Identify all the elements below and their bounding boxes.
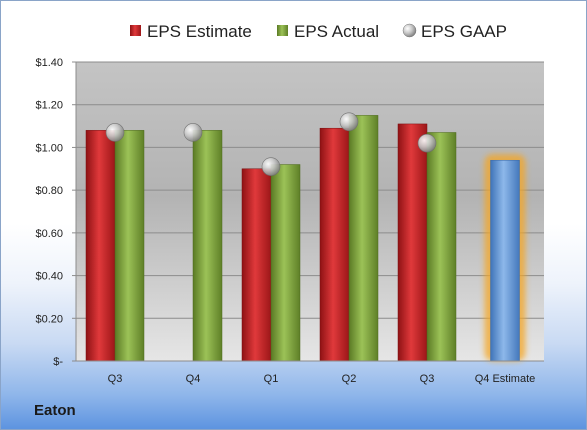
bar-eps-actual — [348, 115, 379, 362]
bar-eps-actual — [114, 130, 145, 362]
y-tick-label: $0.60 — [35, 228, 63, 240]
x-tick-label: Q1 — [264, 373, 279, 385]
y-tick-label: $0.80 — [35, 185, 63, 197]
x-tick-label: Q3 — [420, 373, 435, 385]
dot-eps-gaap — [261, 157, 281, 176]
dot-eps-gaap — [339, 112, 359, 132]
legend-swatch — [277, 25, 288, 36]
company-name: Eaton — [34, 402, 76, 419]
legend-swatch — [130, 25, 141, 36]
dot-eps-gaap — [183, 123, 203, 142]
bar-eps-estimate-highlight — [490, 159, 520, 362]
x-tick-label: Q4 Estimate — [475, 373, 536, 385]
bar-eps-actual — [426, 132, 457, 362]
y-tick-label: $1.40 — [35, 57, 63, 69]
bar-eps-estimate — [241, 168, 272, 362]
bar-eps-estimate — [85, 130, 116, 362]
plot-area — [76, 62, 544, 361]
x-tick-label: Q3 — [108, 373, 123, 385]
bar-eps-actual — [270, 164, 301, 362]
y-tick-label: $1.00 — [35, 142, 63, 154]
dot-eps-gaap — [417, 133, 437, 153]
y-tick-label: $1.20 — [35, 100, 63, 112]
y-tick-label: $- — [53, 356, 63, 368]
x-tick-label: Q4 — [186, 373, 201, 385]
bar-eps-estimate — [397, 123, 428, 362]
legend-label: EPS Estimate — [147, 22, 252, 41]
bar-eps-actual — [192, 130, 223, 362]
y-tick-label: $0.40 — [35, 271, 63, 283]
y-tick-label: $0.20 — [35, 313, 63, 325]
dot-eps-gaap — [105, 123, 125, 142]
bar-eps-estimate — [319, 127, 350, 362]
legend-label: EPS GAAP — [421, 22, 507, 41]
legend-label: EPS Actual — [294, 22, 379, 41]
x-tick-label: Q2 — [342, 373, 357, 385]
legend-swatch — [402, 23, 417, 38]
